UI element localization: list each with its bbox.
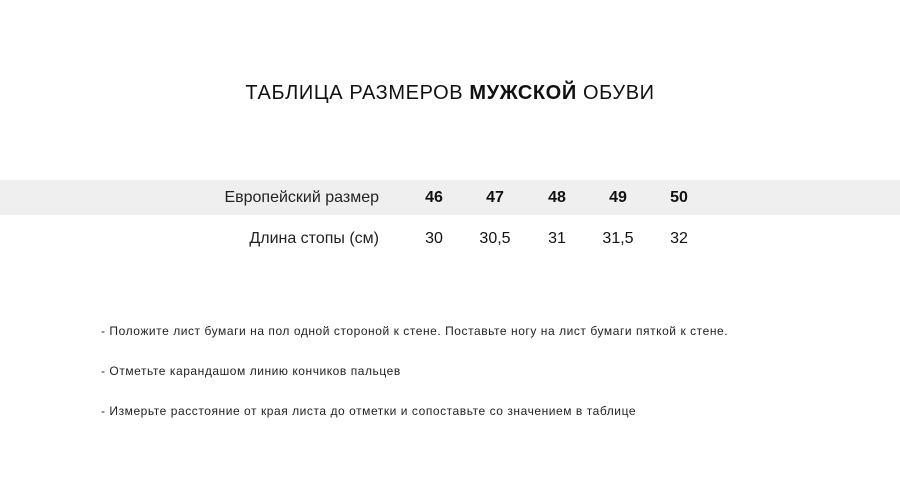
title-bold-part: МУЖСКОЙ (469, 82, 577, 104)
table-cell: 30 (425, 230, 443, 247)
title-part: ОБУВИ (582, 82, 655, 104)
table-cell: 31,5 (602, 230, 634, 247)
table-row-foot-length: Длина стопы (см) 30 30,5 31 31,5 32 (0, 221, 900, 256)
table-cell: 46 (425, 189, 443, 206)
table-cell: 30,5 (479, 230, 511, 247)
title-part: ТАБЛИЦА РАЗМЕРОВ (245, 82, 464, 104)
table-row-eu-size: Европейский размер 46 47 48 49 50 (0, 180, 900, 215)
row-label: Длина стопы (см) (249, 230, 379, 247)
page-title: ТАБЛИЦА РАЗМЕРОВ МУЖСКОЙ ОБУВИ (0, 82, 900, 105)
table-cell: 49 (609, 189, 627, 206)
table-cell: 32 (670, 230, 688, 247)
header-row-background (0, 180, 900, 215)
instruction-step: - Положите лист бумаги на пол одной стор… (101, 324, 729, 338)
table-cell: 31 (548, 230, 566, 247)
table-cell: 47 (486, 189, 504, 206)
instruction-step: - Измерьте расстояние от края листа до о… (101, 404, 637, 418)
instruction-step: - Отметьте карандашом линию кончиков пал… (101, 364, 401, 378)
table-cell: 48 (548, 189, 566, 206)
table-cell: 50 (670, 189, 688, 206)
row-label: Европейский размер (224, 189, 379, 206)
